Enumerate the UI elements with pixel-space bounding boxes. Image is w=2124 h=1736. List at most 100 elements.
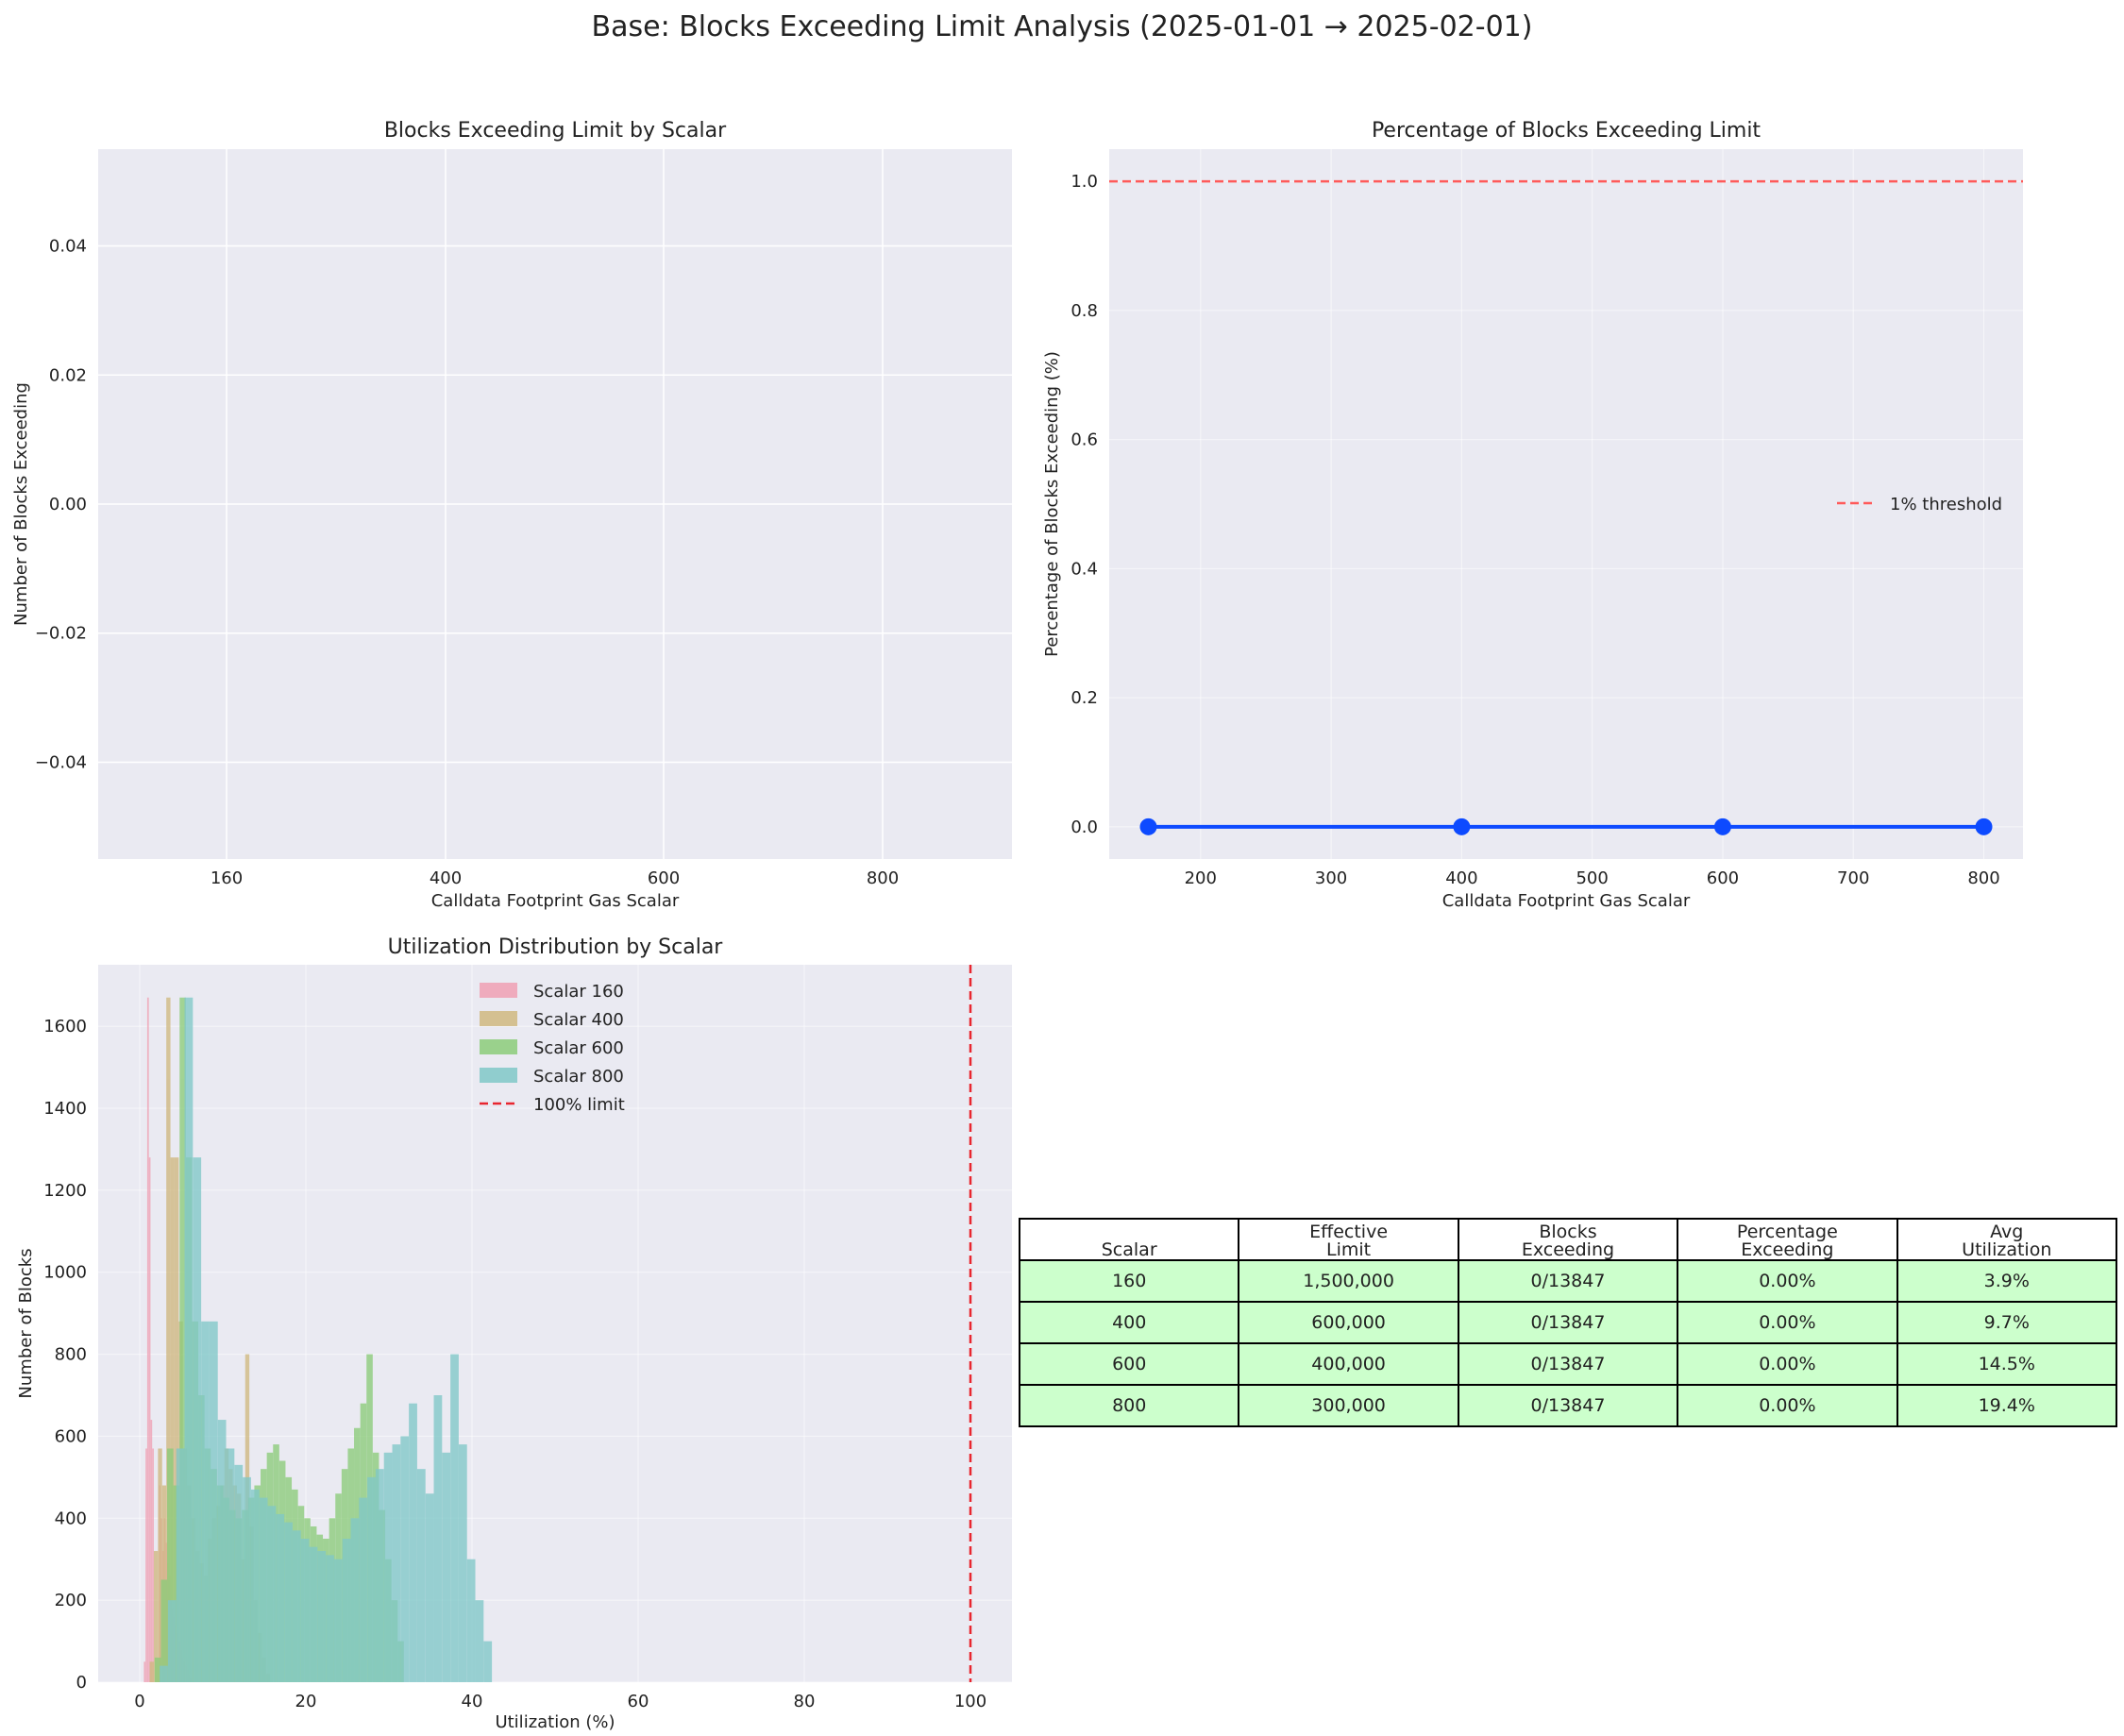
header-effective-limit: Effective Limit	[1238, 1218, 1459, 1261]
legend-label-scalar-800: Scalar 800	[533, 1067, 624, 1087]
histogram-bar	[160, 1665, 168, 1682]
histogram-bar	[342, 1539, 351, 1682]
x-tick-label: 800	[1967, 868, 1999, 888]
histogram-bar	[167, 1600, 177, 1682]
histogram-bar	[148, 1157, 151, 1682]
histogram-bar	[226, 1448, 235, 1682]
x-tick-label: 400	[1445, 868, 1477, 888]
histogram-bar	[145, 1448, 147, 1682]
histogram-bar	[359, 1497, 368, 1682]
cell-effective-limit: 300,000	[1238, 1384, 1459, 1427]
legend-threshold-label: 1% threshold	[1890, 495, 2002, 514]
histogram-bar	[425, 1493, 434, 1682]
histogram-bar	[143, 1661, 146, 1682]
histogram-bar	[409, 1403, 417, 1682]
data-point	[1139, 817, 1157, 835]
x-tick-label: 0	[134, 1692, 144, 1711]
histogram-bar	[146, 997, 149, 1682]
y-tick-label: 1400	[43, 1099, 87, 1119]
chart-title: Blocks Exceeding Limit by Scalar	[384, 119, 727, 143]
cell-blocks-exceeding: 0/13847	[1457, 1259, 1679, 1303]
histogram-bar	[326, 1555, 334, 1682]
plot-area	[1109, 149, 2023, 859]
histogram-bar	[350, 1518, 360, 1682]
histogram-bar	[276, 1513, 285, 1682]
y-tick-label: 200	[55, 1591, 87, 1610]
histogram-bar	[400, 1436, 410, 1682]
table-row: 400 600,000 0/13847 0.00% 9.7%	[1018, 1301, 2118, 1344]
histogram-bar	[166, 997, 171, 1682]
x-tick-label: 200	[1185, 868, 1217, 888]
cell-effective-limit: 1,500,000	[1238, 1259, 1459, 1303]
histogram-bar	[209, 1321, 218, 1682]
x-tick-label: 700	[1837, 868, 1869, 888]
x-tick-label: 100	[954, 1692, 986, 1711]
histogram-bar	[174, 1157, 179, 1682]
legend-swatch-scalar-800	[480, 1068, 517, 1083]
y-tick-label: 0.04	[49, 237, 87, 257]
table-row: 800 300,000 0/13847 0.00% 19.4%	[1018, 1384, 2118, 1427]
header-scalar: Scalar	[1018, 1218, 1240, 1261]
data-point	[1975, 817, 1993, 835]
y-tick-label: 1.0	[1070, 172, 1098, 192]
legend-swatch-scalar-400	[480, 1011, 517, 1026]
data-point	[1453, 817, 1471, 835]
y-axis-label: Number of Blocks Exceeding	[11, 382, 31, 626]
summary-table: Scalar Effective Limit Blocks Exceeding …	[1018, 1218, 2118, 1427]
histogram-bar	[149, 1661, 154, 1682]
chart-title: Percentage of Blocks Exceeding Limit	[1372, 119, 1761, 143]
y-tick-label: 800	[55, 1345, 87, 1365]
x-tick-label: 40	[462, 1692, 483, 1711]
histogram-bar	[433, 1395, 443, 1682]
cell-blocks-exceeding: 0/13847	[1457, 1384, 1679, 1427]
chart-title: Utilization Distribution by Scalar	[388, 935, 724, 959]
histogram-bar	[292, 1530, 301, 1682]
cell-percentage-exceeding: 0.00%	[1677, 1301, 1898, 1344]
y-tick-label: 600	[55, 1426, 87, 1446]
histogram-bar	[458, 1444, 467, 1682]
cell-scalar: 600	[1018, 1342, 1240, 1386]
histogram-bar	[193, 1157, 202, 1682]
histogram-bar	[333, 1559, 343, 1682]
cell-avg-utilization: 3.9%	[1896, 1259, 2118, 1303]
y-tick-label: 400	[55, 1508, 87, 1528]
cell-effective-limit: 600,000	[1238, 1301, 1459, 1344]
header-blocks-exceeding: Blocks Exceeding	[1457, 1218, 1679, 1261]
y-tick-label: 0	[76, 1673, 87, 1693]
legend: Scalar 160 Scalar 400 Scalar 600 Scalar …	[480, 982, 625, 1115]
histogram-bar	[201, 1321, 210, 1682]
legend-label-scalar-400: Scalar 400	[533, 1010, 624, 1030]
header-percentage-exceeding: Percentage Exceeding	[1677, 1218, 1898, 1261]
y-tick-label: 0.4	[1070, 559, 1098, 579]
histogram-bar	[176, 1448, 185, 1682]
cell-scalar: 800	[1018, 1384, 1240, 1427]
x-tick-label: 800	[867, 868, 899, 888]
histogram-bar	[375, 1469, 384, 1682]
legend-swatch-scalar-160	[480, 983, 517, 998]
figure-suptitle: Base: Blocks Exceeding Limit Analysis (2…	[592, 10, 1533, 43]
legend-limit-label: 100% limit	[533, 1095, 625, 1115]
y-tick-label: 0.02	[49, 365, 87, 385]
histogram-bar	[158, 1448, 162, 1682]
y-axis-label: Percentage of Blocks Exceeding (%)	[1042, 351, 1062, 657]
histogram-bar	[152, 1448, 154, 1682]
y-axis-label: Number of Blocks	[16, 1248, 36, 1398]
x-tick-label: 80	[794, 1692, 816, 1711]
y-tick-label: 0.8	[1070, 301, 1098, 321]
cell-effective-limit: 400,000	[1238, 1342, 1459, 1386]
histogram-bar	[483, 1641, 493, 1682]
header-avg-utilization: Avg Utilization	[1896, 1218, 2118, 1261]
histogram-series	[160, 997, 493, 1682]
histogram-bar	[475, 1600, 484, 1682]
x-tick-label: 160	[211, 868, 243, 888]
histogram-bar	[309, 1546, 318, 1682]
exceed-count-chart: 160 400 600 800 0.04 0.02 0.00 −0.02 −0.04 Bloc…	[11, 119, 1012, 911]
histogram-bar	[217, 1420, 227, 1682]
cell-avg-utilization: 14.5%	[1896, 1342, 2118, 1386]
x-tick-label: 400	[430, 868, 462, 888]
x-axis-label: Calldata Footprint Gas Scalar	[431, 891, 680, 911]
legend: 1% threshold	[1837, 495, 2002, 514]
histogram-bar	[184, 997, 194, 1682]
cell-scalar: 160	[1018, 1259, 1240, 1303]
histogram-bar	[150, 1420, 153, 1682]
